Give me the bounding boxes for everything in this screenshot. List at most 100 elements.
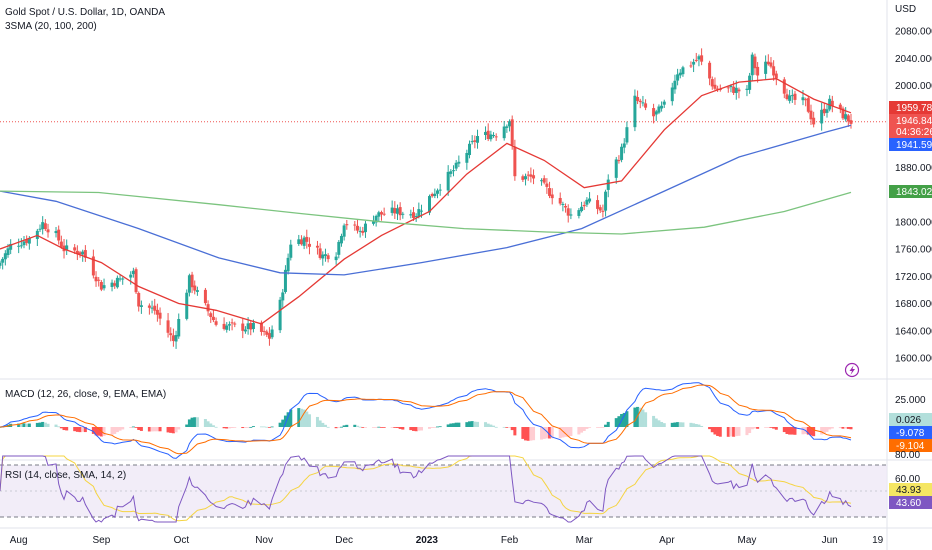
macd-bar: [419, 427, 423, 431]
macd-bar: [113, 427, 117, 434]
candle-body: [638, 100, 642, 103]
candle-body: [822, 108, 826, 114]
macd-bar: [756, 427, 760, 429]
macd-bar: [363, 427, 367, 428]
candle-body: [57, 229, 61, 241]
rsi-sma-value: 43.93: [896, 485, 921, 496]
macd-bar: [748, 427, 752, 434]
macd-bar: [545, 427, 549, 439]
candle-body: [662, 101, 666, 105]
macd-bar: [718, 427, 722, 437]
macd-bar: [246, 427, 250, 428]
candle-body: [206, 304, 210, 312]
macd-bar: [486, 423, 490, 427]
sma200-badge-value: 1843.021: [896, 187, 932, 198]
macd-bar: [764, 427, 768, 428]
candle-body: [793, 93, 797, 100]
candle-body: [339, 235, 343, 244]
candle-body: [473, 140, 477, 142]
candle-body: [825, 109, 829, 113]
time-axis[interactable]: Aug Sep Oct Nov Dec 2023 Feb Mar Apr May Jun 19: [10, 535, 884, 546]
candle-body: [155, 309, 159, 315]
candle-body: [438, 189, 442, 191]
macd-bar: [22, 423, 26, 427]
candle-body: [844, 114, 848, 120]
macd-bar: [233, 427, 237, 428]
candle-body: [726, 87, 730, 89]
candle-body: [22, 241, 26, 246]
macd-bar: [315, 416, 319, 427]
macd-bar: [729, 427, 733, 437]
macd-bar: [118, 427, 122, 431]
macd-bar: [484, 422, 488, 427]
candle-body: [772, 66, 776, 76]
macd-bar: [139, 427, 143, 431]
candle-body: [246, 323, 250, 329]
candle-body: [259, 322, 263, 332]
candle-body: [358, 230, 362, 232]
macd-bar: [846, 427, 850, 429]
macd-bar: [345, 424, 349, 427]
macd-bar: [588, 427, 592, 428]
price-tick-label: 1680.000: [895, 299, 932, 310]
macd-bar: [307, 414, 311, 427]
macd-bar: [214, 426, 218, 428]
rsi-sma-badge: [889, 483, 932, 496]
candle-body: [195, 290, 199, 292]
macd-legend[interactable]: MACD (12, 26, close, 9, EMA, EMA): [5, 389, 166, 400]
macd-bar: [766, 427, 770, 428]
macd-bar: [681, 422, 685, 427]
price-tick-label: 2080.000: [895, 27, 932, 38]
macd-bar: [750, 427, 754, 430]
rsi-legend[interactable]: RSI (14, close, SMA, 14, 2): [5, 470, 126, 481]
candle-body: [801, 97, 805, 101]
macd-bar: [203, 419, 207, 427]
macd-bar: [377, 426, 381, 428]
macd-bar: [828, 427, 832, 430]
candle-body: [83, 250, 87, 258]
candle-body: [6, 248, 10, 255]
candle-body: [323, 254, 327, 257]
candle-body: [305, 236, 309, 242]
macd-bar: [558, 427, 562, 439]
macd-bar: [561, 427, 565, 438]
macd-bar: [155, 427, 159, 432]
macd-bar: [606, 421, 610, 427]
candle-body: [676, 74, 680, 81]
macd-bar: [825, 427, 829, 432]
macd-bar: [700, 425, 704, 427]
macd-bar: [454, 422, 458, 427]
candle-body: [17, 245, 21, 247]
signal-line: [0, 384, 852, 455]
macd-bar: [694, 424, 698, 427]
candle-body: [454, 162, 458, 169]
candle-body: [174, 335, 178, 342]
macd-bar: [652, 415, 656, 427]
candle-body: [110, 282, 114, 287]
candle-body: [689, 65, 693, 67]
time-tick-label: Sep: [92, 535, 110, 546]
candle-body: [614, 159, 618, 178]
candle-body: [54, 231, 58, 234]
macd-bar: [678, 422, 682, 427]
macd-bar: [289, 409, 293, 427]
time-tick-label: Jun: [822, 535, 838, 546]
alert-bolt-icon[interactable]: [844, 362, 860, 378]
macd-bar: [321, 422, 325, 427]
macd-bar: [436, 426, 440, 428]
time-tick-label: 2023: [416, 535, 439, 546]
candle-body: [529, 174, 533, 177]
macd-bar: [174, 427, 178, 433]
candle-body: [102, 285, 106, 289]
candle-body: [190, 274, 194, 288]
macd-lines: [0, 382, 852, 459]
macd-bar: [734, 427, 738, 437]
candle-body: [430, 194, 434, 197]
candle-body: [766, 61, 770, 65]
rsi-line: [0, 455, 852, 523]
candle-body: [446, 171, 450, 191]
indicator-legend[interactable]: 3SMA (20, 100, 200): [5, 21, 97, 32]
time-tick-label: Dec: [335, 535, 353, 546]
candle-body: [620, 146, 624, 160]
candle-body: [286, 257, 290, 272]
